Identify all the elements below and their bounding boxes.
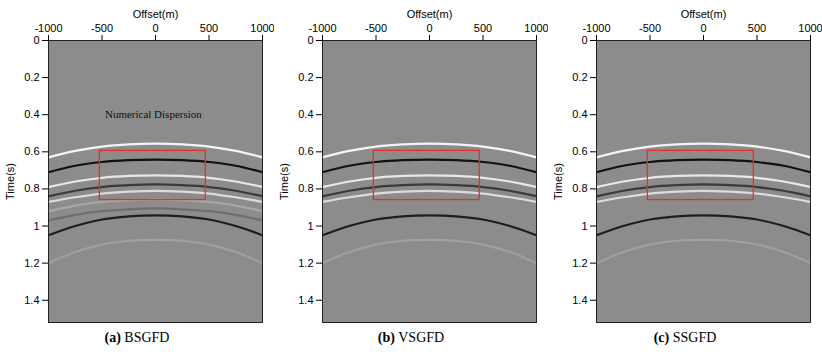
svg-text:0: 0 xyxy=(33,34,39,46)
svg-text:0: 0 xyxy=(426,22,432,34)
html-text:(b) VSGFD: (b) VSGFD xyxy=(377,330,445,345)
html-text:(a) BSGFD: (a) BSGFD xyxy=(104,330,170,345)
svg-text:500: 500 xyxy=(200,22,218,34)
svg-text:1000: 1000 xyxy=(250,22,274,34)
svg-text:Offset(m): Offset(m) xyxy=(407,8,453,20)
svg-text:1000: 1000 xyxy=(524,22,548,34)
svg-text:1.4: 1.4 xyxy=(24,294,39,306)
svg-text:-1000: -1000 xyxy=(582,22,610,34)
svg-text:0: 0 xyxy=(700,22,706,34)
svg-text:0.4: 0.4 xyxy=(572,108,587,120)
svg-text:1.4: 1.4 xyxy=(298,294,313,306)
svg-text:-500: -500 xyxy=(639,22,661,34)
svg-text:-1000: -1000 xyxy=(34,22,62,34)
svg-text:1.2: 1.2 xyxy=(24,257,39,269)
svg-text:500: 500 xyxy=(748,22,766,34)
svg-text:0: 0 xyxy=(581,34,587,46)
svg-text:Offset(m): Offset(m) xyxy=(133,8,179,20)
svg-text:Time(s): Time(s) xyxy=(4,163,16,200)
svg-text:1: 1 xyxy=(307,220,313,232)
svg-text:0.6: 0.6 xyxy=(298,145,313,157)
svg-text:0.8: 0.8 xyxy=(24,182,39,194)
svg-text:Time(s): Time(s) xyxy=(278,163,290,200)
svg-text:1.4: 1.4 xyxy=(572,294,587,306)
svg-text:1: 1 xyxy=(33,220,39,232)
svg-text:-500: -500 xyxy=(365,22,387,34)
svg-text:1: 1 xyxy=(581,220,587,232)
svg-text:0.6: 0.6 xyxy=(24,145,39,157)
svg-text:0.2: 0.2 xyxy=(572,71,587,83)
svg-text:0.8: 0.8 xyxy=(298,182,313,194)
svg-text:-500: -500 xyxy=(91,22,113,34)
svg-text:Time(s): Time(s) xyxy=(552,163,564,200)
svg-text:0.2: 0.2 xyxy=(24,71,39,83)
svg-text:0.4: 0.4 xyxy=(298,108,313,120)
svg-text:0.4: 0.4 xyxy=(24,108,39,120)
svg-text:Offset(m): Offset(m) xyxy=(681,8,727,20)
svg-text:0: 0 xyxy=(152,22,158,34)
html-text:(c) SSGFD: (c) SSGFD xyxy=(653,330,717,345)
svg-text:1.2: 1.2 xyxy=(572,257,587,269)
svg-text:0.6: 0.6 xyxy=(572,145,587,157)
svg-text:0: 0 xyxy=(307,34,313,46)
svg-text:0.8: 0.8 xyxy=(572,182,587,194)
svg-text:500: 500 xyxy=(474,22,492,34)
svg-text:-1000: -1000 xyxy=(308,22,336,34)
svg-text:1.2: 1.2 xyxy=(298,257,313,269)
svg-text:0.2: 0.2 xyxy=(298,71,313,83)
svg-text:1000: 1000 xyxy=(798,22,822,34)
svg-text:Numerical Dispersion: Numerical Dispersion xyxy=(105,108,202,120)
